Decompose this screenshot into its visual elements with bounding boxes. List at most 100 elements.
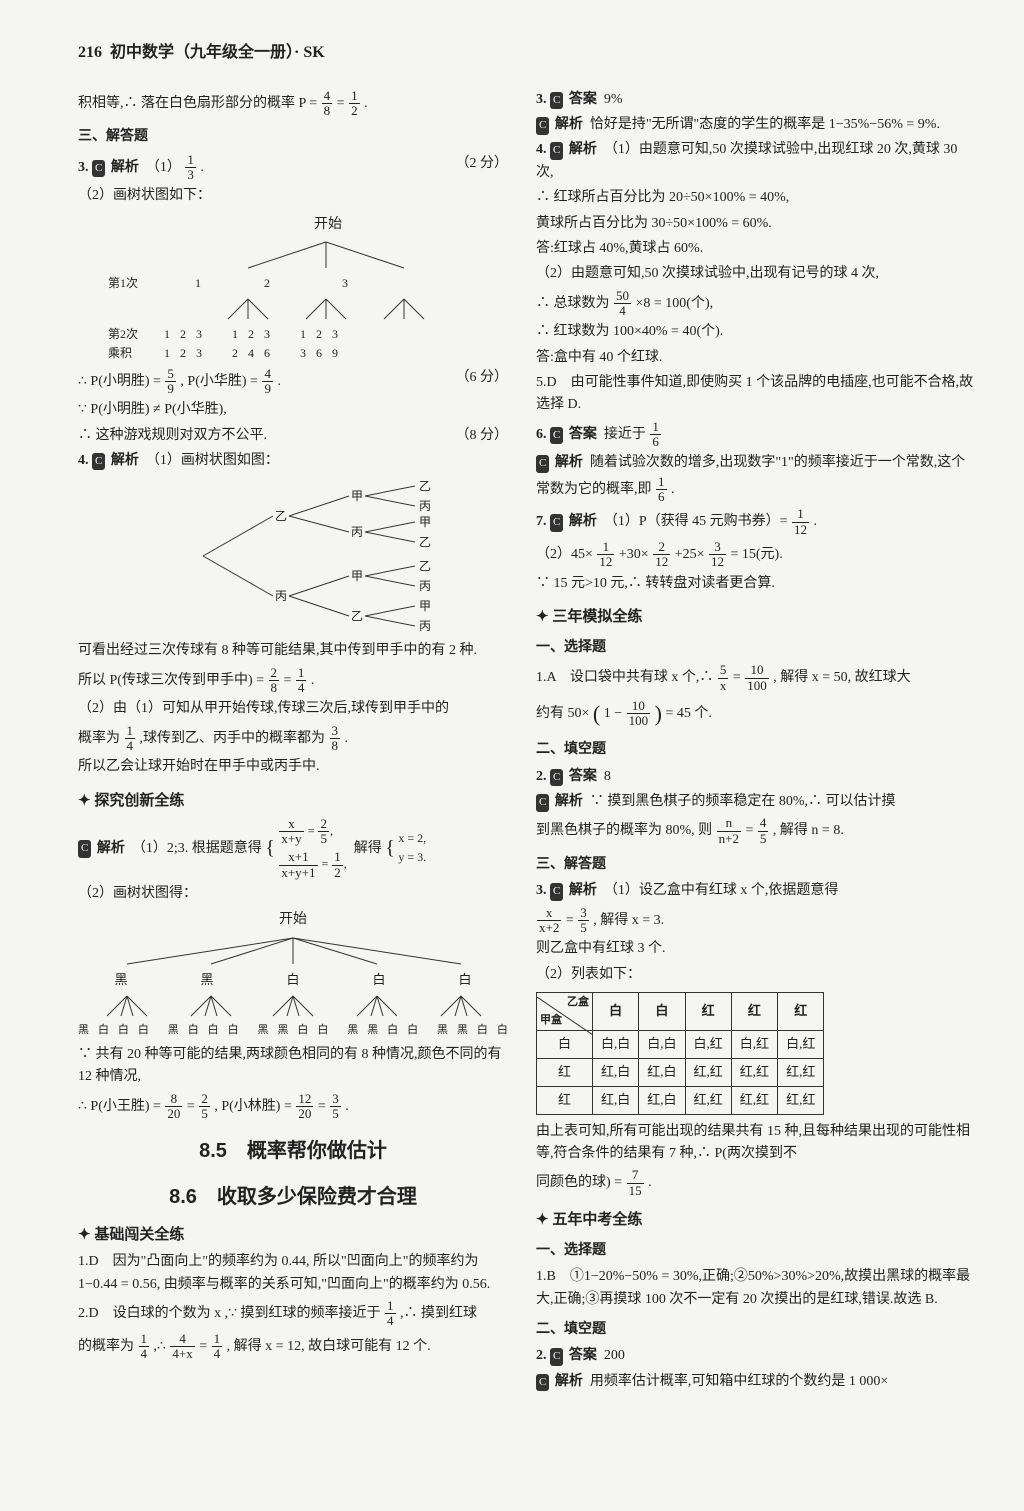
r7-label: 7. — [536, 514, 547, 529]
analysis-badge: C — [92, 160, 105, 178]
q3-part2: （2）画树状图如下： — [78, 185, 508, 207]
svg-text:甲: 甲 — [419, 515, 431, 529]
san-q1a: 1.A 设口袋中共有球 x 个,∴ 5x = 10100 , 解得 x = 50… — [536, 663, 974, 693]
tree2-svg: 乙 丙 甲丙 甲乙 乙丙 甲乙 乙丙 甲丙 — [193, 476, 453, 636]
san-s1-head: 一、选择题 — [536, 637, 974, 659]
jiexi-label: 解析 — [111, 160, 139, 175]
q3-calc1: ∴ P(小明胜) = 59 , P(小华胜) = 49 . — [78, 367, 508, 397]
svg-text:丙: 丙 — [419, 579, 431, 593]
section-8-5-title: 8.5 概率帮你做估计 — [78, 1135, 508, 1167]
q4-text2a: （2）由（1）可知从甲开始传球,传球三次后,球传到甲手中的 — [78, 698, 508, 720]
tree3-branches-2 — [83, 994, 503, 1018]
r4-p4: 答:红球占 40%,黄球占 60%. — [536, 238, 974, 260]
tree3-row1: 黑黑白白白 — [78, 970, 508, 991]
tree1-branches-1 — [158, 240, 458, 270]
r3-label: 3. — [536, 92, 547, 107]
equation-system: xx+y = 25, x+1x+y+1 = 12, — [278, 817, 346, 880]
wu-s1-head: 一、选择题 — [536, 1240, 974, 1262]
r6-jx: C 解析 随着试验次数的增多,出现数字"1"的频率接近于一个常数,这个常数为它的… — [536, 452, 974, 504]
frac-1-6b: 16 — [656, 475, 667, 505]
q4-calc1: 所以 P(传球三次传到甲手中) = 28 = 14 . — [78, 666, 508, 696]
q4-text3: 所以乙会让球开始时在甲手中或丙手中. — [78, 756, 508, 778]
tree-diagram-3: 开始 黑黑白白白 黑白白白黑白白白黑黑白白黑黑白白黑黑白白 — [78, 909, 508, 1040]
frac-8-20: 820 — [165, 1092, 182, 1122]
frac-7-15: 715 — [627, 1168, 644, 1198]
answer-label: 答案 — [569, 92, 597, 107]
q4-text2b: 概率为 14 ,球传到乙、丙手中的概率都为 38 . — [78, 724, 508, 754]
analysis-badge: C — [550, 142, 563, 160]
tan-p4: ∴ P(小王胜) = 820 = 25 , P(小林胜) = 1220 = 35… — [78, 1092, 508, 1122]
tree-diagram-2: 乙 丙 甲丙 甲乙 乙丙 甲乙 乙丙 甲丙 — [138, 476, 508, 636]
san-q3-p3: 则乙盒中有红球 3 个. — [536, 938, 974, 960]
jc-q2a: 2.D 设白球的个数为 x ,∵ 摸到红球的频率接近于 14 ,∴ 摸到红球 — [78, 1299, 508, 1329]
heading-tanjiu: 探究创新全练 — [78, 789, 508, 813]
answer-badge: C — [550, 1348, 563, 1366]
wu-q2-ans: 2. C 答案 200 — [536, 1345, 974, 1367]
table-col-header: 红 — [731, 993, 777, 1031]
jiexi-label: 解析 — [569, 514, 597, 529]
page-header: 216 初中数学（九年级全一册）· SK — [78, 40, 974, 66]
frac-1-3: 13 — [185, 153, 196, 183]
r3-jx: C 解析 恰好是持"无所谓"态度的学生的概率是 1−35%−56% = 9%. — [536, 114, 974, 136]
san-s2-head: 二、填空题 — [536, 739, 974, 761]
san-q3-p4: （2）列表如下： — [536, 964, 974, 986]
frac-1-12: 112 — [792, 507, 809, 537]
q4-text1: 可看出经过三次传球有 8 种等可能结果,其中传到甲手中的有 2 种. — [78, 640, 508, 662]
left-column: 积相等,∴ 落在白色扇形部分的概率 P = 48 = 12 . 三、解答题 3.… — [78, 86, 508, 1397]
san-q2-jx2: 到黑色棋子的概率为 80%, 则 nn+2 = 45 , 解得 n = 8. — [536, 816, 974, 846]
heading-sannian: 三年模拟全练 — [536, 605, 974, 629]
book-title: 初中数学（九年级全一册）· SK — [110, 44, 325, 61]
tree1-row2: 第2次 123 123 123 — [108, 325, 508, 344]
jiexi-label: 解析 — [97, 840, 125, 855]
analysis-badge: C — [550, 883, 563, 901]
jiexi-label: 解析 — [555, 117, 583, 132]
r3-ans: 3. C 答案 9% — [536, 89, 974, 111]
frac-2-8: 28 — [269, 666, 280, 696]
analysis-badge: C — [536, 1374, 549, 1392]
r4-head: 4. C 解析 （1）由题意可知,50 次摸球试验中,出现红球 20 次,黄球 … — [536, 139, 974, 184]
table-row: 红 红,白红,白红,红红,红红,红 — [537, 1086, 824, 1114]
frac-1-4: 14 — [296, 666, 307, 696]
tan-p2: （2）画树状图得： — [78, 883, 508, 905]
q4-label: 4. — [78, 453, 89, 468]
r5: 5.D 由可能性事件知道,即使购买 1 个该品牌的电插座,也可能不合格,故选择 … — [536, 372, 974, 417]
svg-text:甲: 甲 — [419, 599, 431, 613]
frac-4-8: 48 — [322, 89, 333, 119]
frac-1-2: 12 — [349, 89, 360, 119]
san-q3-p5: 由上表可知,所有可能出现的结果共有 15 种,且每种结果出现的可能性相等,符合条… — [536, 1121, 974, 1166]
r7-p3: ∵ 15 元>10 元,∴ 转转盘对读者更合算. — [536, 573, 974, 595]
svg-text:丙: 丙 — [419, 499, 431, 513]
r7-head: 7. C 解析 （1）P（获得 45 元购书券）= 112 . — [536, 507, 974, 537]
frac-1-6: 16 — [650, 420, 661, 450]
table-col-header: 红 — [778, 993, 824, 1031]
heading-jichu: 基础闯关全练 — [78, 1223, 508, 1247]
intro-text: 积相等,∴ 落在白色扇形部分的概率 P = — [78, 96, 317, 111]
tree3-row2: 黑白白白黑白白白黑黑白白黑黑白白黑黑白白 — [78, 1022, 508, 1040]
tree1-branches-2 — [158, 297, 458, 321]
q4-line1: 4. C 解析 （1）画树状图如图： — [78, 450, 508, 472]
frac-2-5: 25 — [199, 1092, 210, 1122]
r6-label: 6. — [536, 427, 547, 442]
jiexi-label: 解析 — [111, 453, 139, 468]
solution-system: x = 2, y = 3. — [398, 829, 426, 867]
analysis-badge: C — [92, 453, 105, 471]
section-8-6-title: 8.6 收取多少保险费才合理 — [78, 1181, 508, 1213]
answer-badge: C — [550, 427, 563, 445]
svg-text:丙: 丙 — [275, 589, 287, 603]
frac-50-4: 504 — [614, 289, 631, 319]
frac-1-4b: 14 — [125, 724, 136, 754]
analysis-badge: C — [78, 840, 91, 858]
svg-text:乙: 乙 — [419, 535, 431, 549]
tree1-row1: 第1次 1 2 3 — [108, 274, 508, 293]
tan-line1: C 解析 （1）2;3. 根据题意得 { xx+y = 25, x+1x+y+1… — [78, 817, 508, 880]
svg-text:乙: 乙 — [419, 559, 431, 573]
wu-q1: 1.B ①1−20%−50% = 30%,正确;②50%>30%>20%,故摸出… — [536, 1266, 974, 1311]
r4-p6: ∴ 总球数为 504 ×8 = 100(个), — [536, 289, 974, 319]
r7-p2: （2）45× 112 +30× 212 +25× 312 = 15(元). — [536, 540, 974, 570]
frac-12-20: 1220 — [296, 1092, 313, 1122]
tree1-row3: 乘积 123 246 369 — [108, 344, 508, 363]
q3-calc3: ∴ 这种游戏规则对双方不公平. （8 分） — [78, 425, 508, 447]
analysis-badge: C — [536, 794, 549, 812]
q3-line1: 3. C 解析 （1） 13 . （2 分） — [78, 153, 508, 183]
answer-label: 答案 — [569, 427, 597, 442]
